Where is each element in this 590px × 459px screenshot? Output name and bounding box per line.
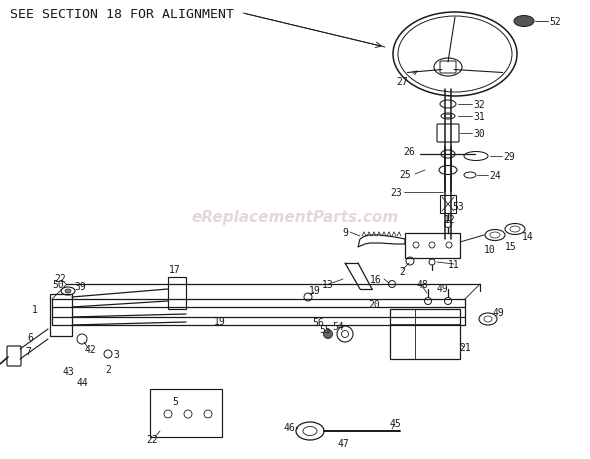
Text: 44: 44 xyxy=(76,377,88,387)
Text: 11: 11 xyxy=(448,259,460,269)
Text: 48: 48 xyxy=(416,280,428,289)
Text: 22: 22 xyxy=(54,274,66,283)
Ellipse shape xyxy=(514,17,534,28)
Text: 13: 13 xyxy=(322,280,334,289)
Text: 5: 5 xyxy=(172,396,178,406)
Text: 20: 20 xyxy=(368,299,380,309)
Text: 49: 49 xyxy=(492,308,504,317)
Text: 56: 56 xyxy=(312,317,324,327)
Text: 39: 39 xyxy=(74,281,86,291)
Circle shape xyxy=(323,330,333,339)
Text: 24: 24 xyxy=(489,171,501,180)
Text: SEE SECTION 18 FOR ALIGNMENT: SEE SECTION 18 FOR ALIGNMENT xyxy=(10,7,234,21)
Text: 43: 43 xyxy=(62,366,74,376)
Text: 19: 19 xyxy=(214,316,226,326)
Text: 50: 50 xyxy=(52,280,64,289)
Text: 19: 19 xyxy=(309,285,321,295)
Text: 17: 17 xyxy=(169,264,181,274)
Text: 30: 30 xyxy=(473,129,485,139)
Text: 22: 22 xyxy=(146,434,158,444)
Text: 16: 16 xyxy=(371,274,382,285)
Text: 31: 31 xyxy=(473,112,485,122)
Text: 32: 32 xyxy=(473,100,485,110)
Text: 25: 25 xyxy=(399,170,411,179)
Text: 21: 21 xyxy=(459,342,471,352)
Text: 14: 14 xyxy=(522,231,534,241)
Text: 29: 29 xyxy=(503,151,515,162)
Text: 55: 55 xyxy=(319,325,331,334)
Text: 1: 1 xyxy=(32,304,38,314)
Text: 23: 23 xyxy=(390,188,402,197)
Text: 2: 2 xyxy=(399,266,405,276)
Text: 2: 2 xyxy=(105,364,111,374)
Text: 54: 54 xyxy=(332,321,344,331)
Text: 15: 15 xyxy=(505,241,517,252)
Text: 6: 6 xyxy=(27,332,33,342)
Text: eReplacementParts.com: eReplacementParts.com xyxy=(191,210,399,225)
Text: 10: 10 xyxy=(484,245,496,254)
Text: 45: 45 xyxy=(389,418,401,428)
Text: 42: 42 xyxy=(84,344,96,354)
Text: 9: 9 xyxy=(342,228,348,237)
Text: 52: 52 xyxy=(549,17,561,27)
Ellipse shape xyxy=(65,289,71,293)
Text: 3: 3 xyxy=(113,349,119,359)
Text: 46: 46 xyxy=(283,422,295,432)
Text: 49: 49 xyxy=(436,283,448,293)
Text: 47: 47 xyxy=(337,438,349,448)
Text: 12: 12 xyxy=(444,214,456,224)
Text: 53: 53 xyxy=(452,202,464,212)
Text: 7: 7 xyxy=(25,346,31,356)
Text: 26: 26 xyxy=(403,147,415,157)
Text: 27: 27 xyxy=(396,72,417,87)
